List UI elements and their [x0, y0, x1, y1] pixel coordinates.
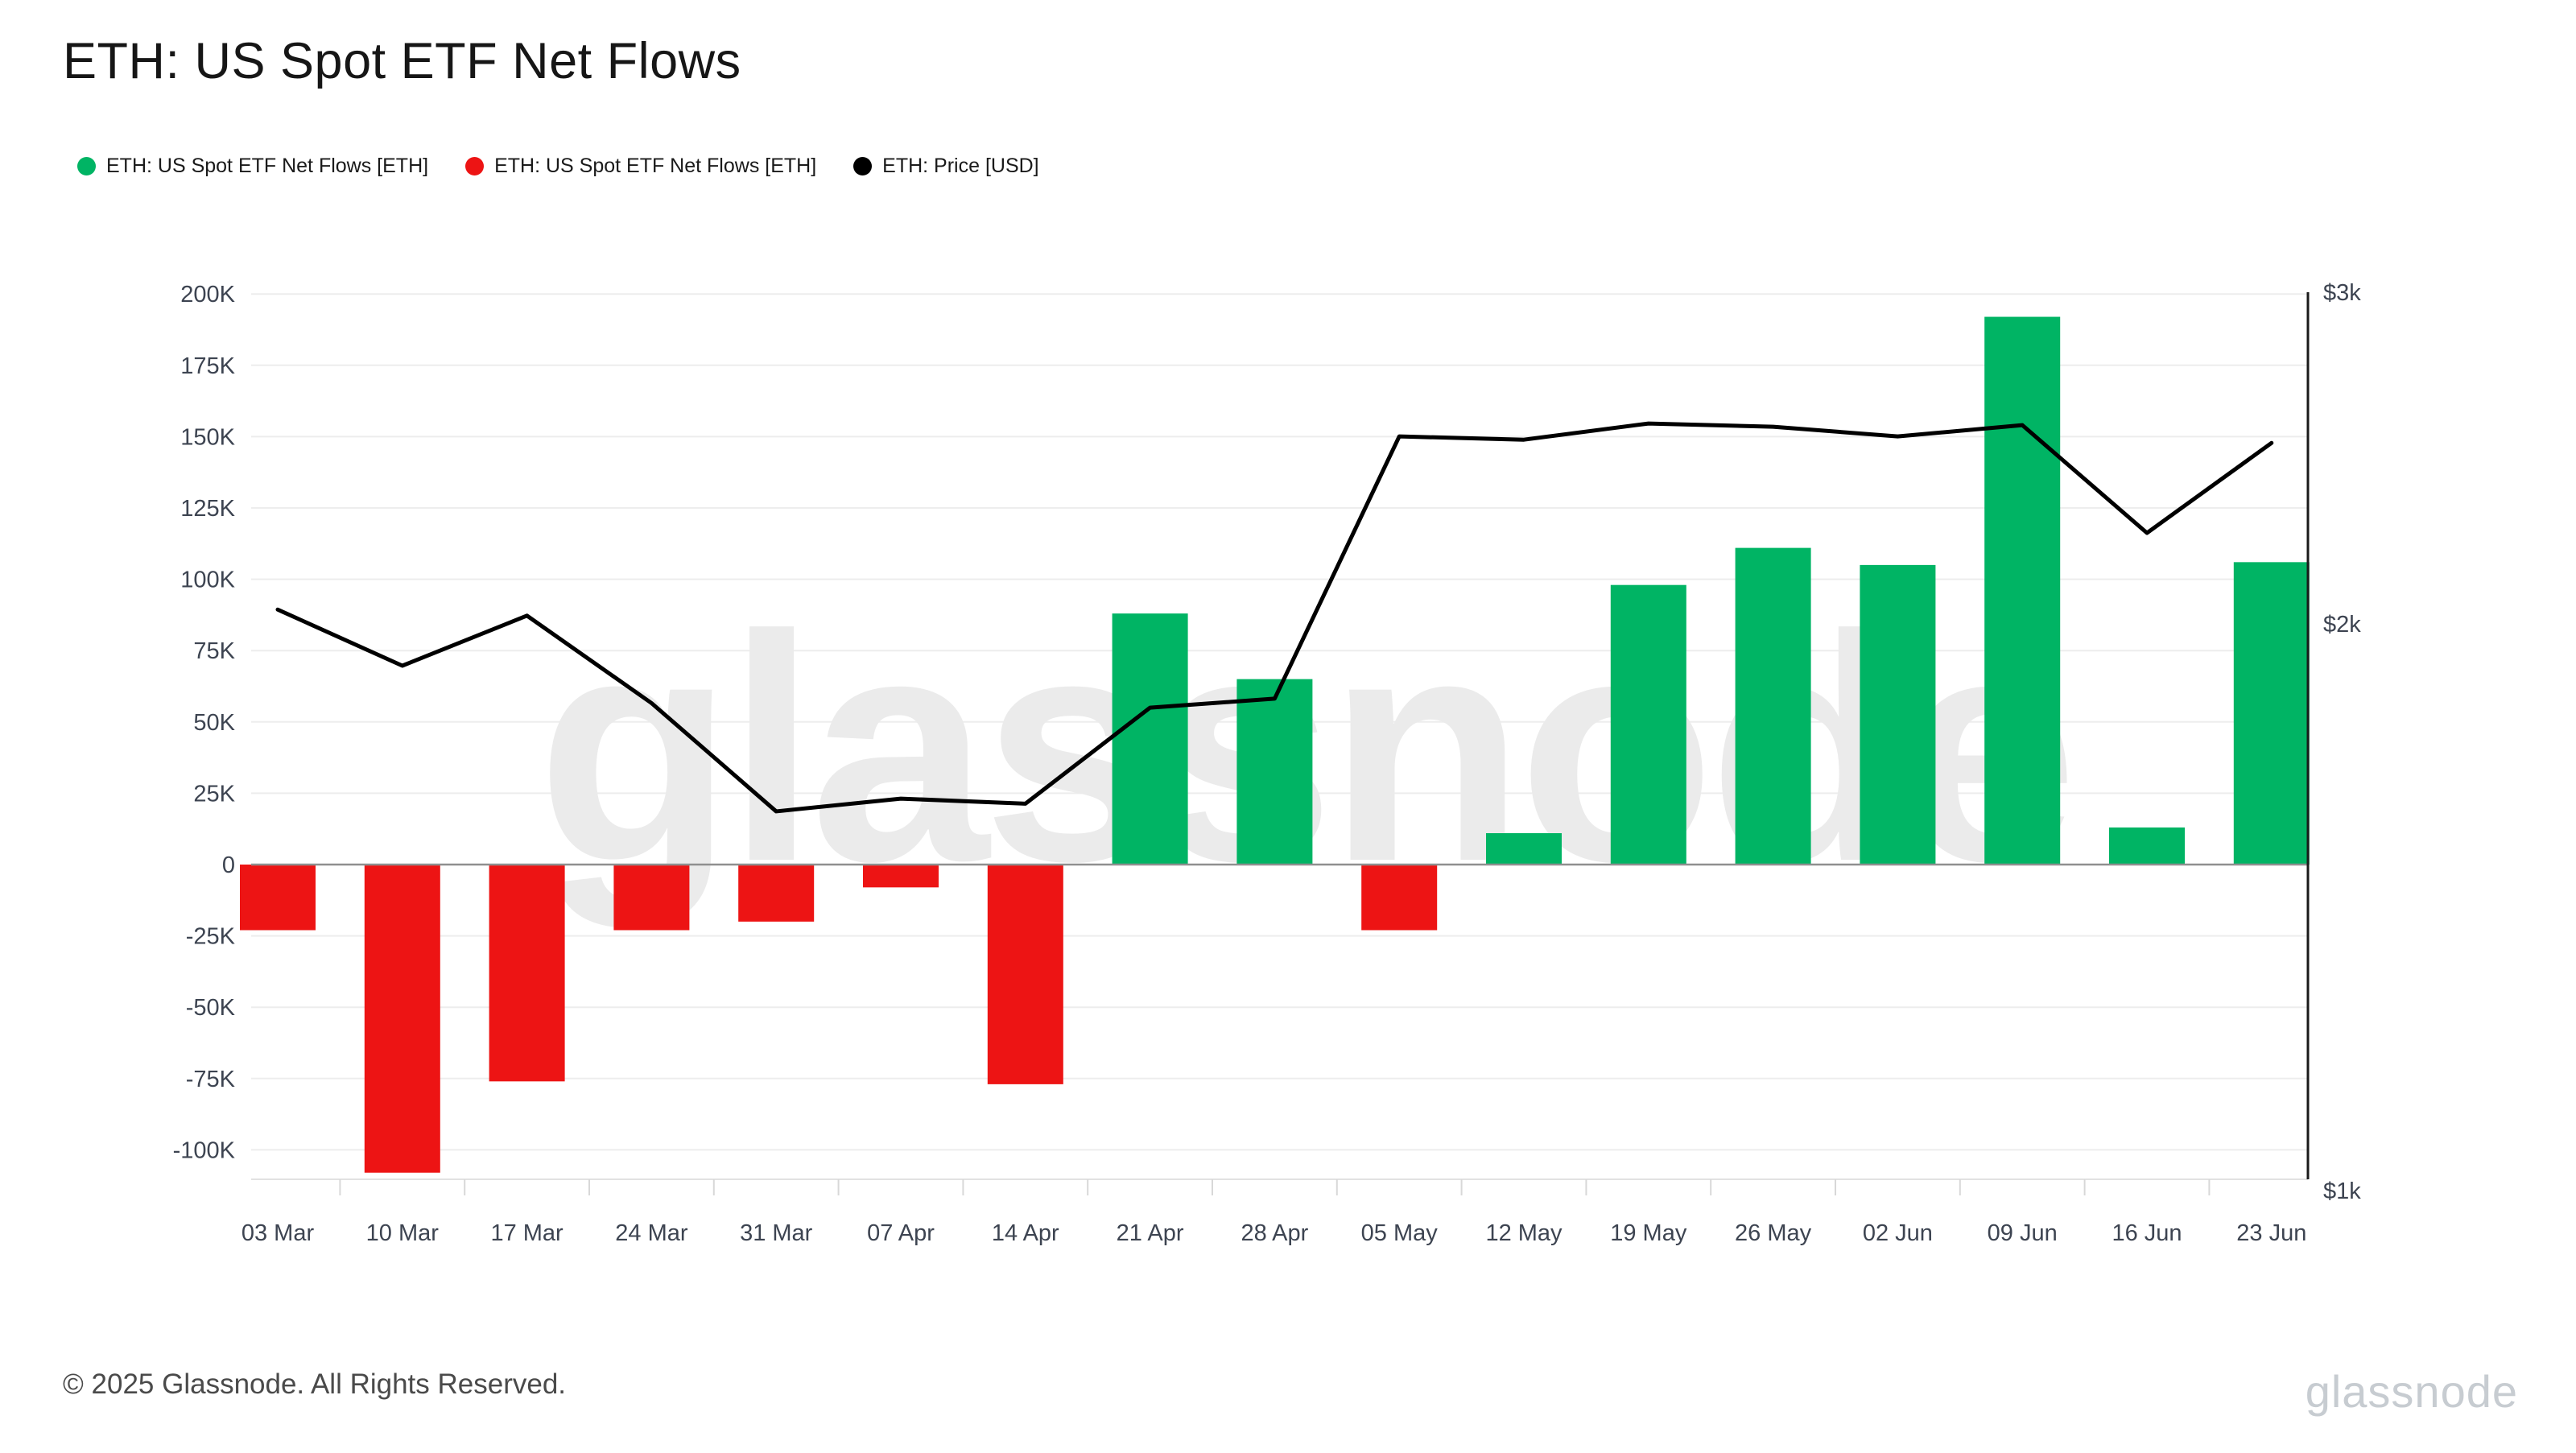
y-axis-label: 0 — [222, 852, 235, 878]
chart-legend: ETH: US Spot ETF Net Flows [ETH] ETH: US… — [77, 155, 1039, 178]
y-axis-label: 75K — [193, 638, 235, 664]
legend-label: ETH: US Spot ETF Net Flows [ETH] — [494, 155, 817, 177]
y-axis-label: -25K — [186, 924, 236, 950]
bar-31-mar[interactable] — [738, 865, 815, 922]
y-axis-label: 150K — [180, 424, 235, 450]
legend-item-net-flows-negative[interactable]: ETH: US Spot ETF Net Flows [ETH] — [465, 155, 816, 178]
page-title: ETH: US Spot ETF Net Flows — [63, 33, 741, 89]
legend-dot-red-icon — [465, 157, 485, 175]
bar-21-apr[interactable] — [1112, 613, 1188, 865]
price-axis-label: $2k — [2323, 612, 2361, 638]
y-axis-label: 175K — [180, 353, 235, 379]
x-axis-label: 07 Apr — [867, 1220, 935, 1246]
legend-dot-black-icon — [853, 157, 873, 175]
bar-05-may[interactable] — [1361, 865, 1438, 931]
y-axis-label: 50K — [193, 710, 235, 736]
bar-16-jun[interactable] — [2109, 827, 2185, 865]
bar-14-apr[interactable] — [987, 865, 1063, 1084]
bar-24-mar[interactable] — [613, 865, 690, 931]
copyright-text: © 2025 Glassnode. All Rights Reserved. — [63, 1368, 567, 1400]
legend-item-net-flows-positive[interactable]: ETH: US Spot ETF Net Flows [ETH] — [77, 155, 428, 178]
legend-label: ETH: Price [USD] — [882, 155, 1039, 177]
legend-item-price[interactable]: ETH: Price [USD] — [853, 155, 1039, 178]
x-axis-label: 02 Jun — [1863, 1220, 1933, 1246]
y-axis-label: 125K — [180, 496, 235, 522]
glassnode-logo: glassnode — [2305, 1366, 2518, 1417]
y-axis-label: 25K — [193, 781, 235, 807]
price-axis-label: $3k — [2323, 280, 2361, 306]
y-axis-label: -100K — [173, 1137, 236, 1163]
x-axis-label: 28 Apr — [1241, 1220, 1308, 1246]
x-axis-label: 05 May — [1361, 1220, 1439, 1246]
x-axis-label: 09 Jun — [1988, 1220, 2058, 1246]
x-axis-label: 17 Mar — [490, 1220, 564, 1246]
x-axis-label: 14 Apr — [992, 1220, 1059, 1246]
x-axis-label: 26 May — [1735, 1220, 1812, 1246]
bar-02-jun[interactable] — [1860, 564, 1936, 865]
legend-dot-green-icon — [77, 157, 96, 175]
x-axis-label: 23 Jun — [2236, 1220, 2306, 1246]
x-axis-label: 16 Jun — [2112, 1220, 2182, 1246]
y-axis-label: -50K — [186, 995, 236, 1021]
y-axis-label: 100K — [180, 568, 235, 593]
x-axis-label: 24 Mar — [615, 1220, 688, 1246]
x-axis-label: 10 Mar — [366, 1220, 440, 1246]
bar-19-may[interactable] — [1610, 584, 1686, 865]
y-axis-label: -75K — [186, 1067, 236, 1092]
bar-17-mar[interactable] — [489, 865, 565, 1082]
bar-07-apr[interactable] — [863, 865, 939, 888]
bar-26-may[interactable] — [1735, 547, 1811, 865]
x-axis-label: 03 Mar — [242, 1220, 315, 1246]
price-line[interactable] — [275, 421, 2274, 814]
legend-label: ETH: US Spot ETF Net Flows [ETH] — [106, 155, 429, 177]
x-axis-label: 12 May — [1485, 1220, 1563, 1246]
bar-10-mar[interactable] — [364, 865, 440, 1173]
bar-03-mar[interactable] — [240, 865, 316, 931]
x-axis-label: 21 Apr — [1117, 1220, 1184, 1246]
price-axis-label: $1k — [2323, 1178, 2361, 1204]
bar-28-apr[interactable] — [1236, 679, 1313, 865]
bar-12-may[interactable] — [1486, 833, 1562, 865]
x-axis-label: 31 Mar — [740, 1220, 813, 1246]
x-axis-label: 19 May — [1610, 1220, 1687, 1246]
bar-09-jun[interactable] — [1984, 316, 2061, 865]
bar-23-jun[interactable] — [2233, 562, 2310, 865]
y-axis-label: 200K — [180, 282, 235, 308]
